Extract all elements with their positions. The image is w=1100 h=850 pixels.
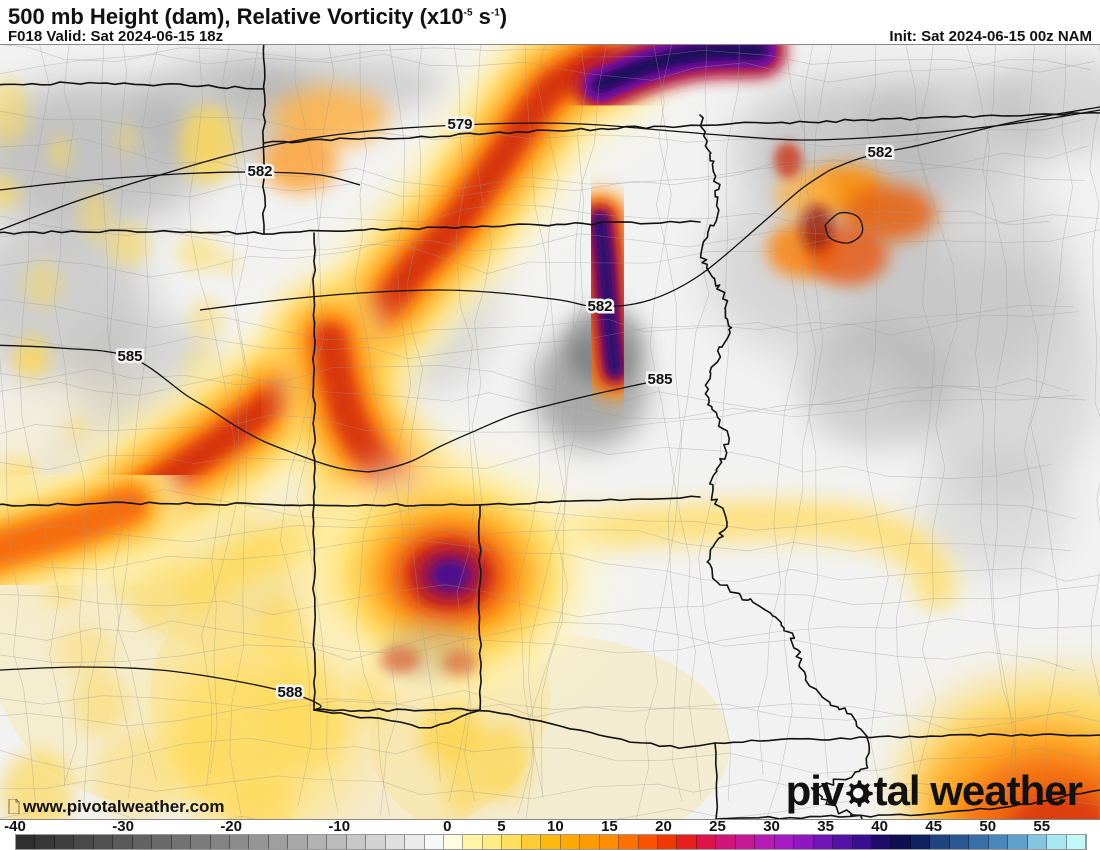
svg-text:582: 582 [247,163,272,180]
svg-text:585: 585 [647,371,672,388]
svg-text:585: 585 [117,348,142,365]
svg-text:582: 582 [587,298,612,315]
svg-text:582: 582 [867,144,892,161]
svg-text:588: 588 [277,684,302,701]
svg-text:579: 579 [447,116,472,133]
